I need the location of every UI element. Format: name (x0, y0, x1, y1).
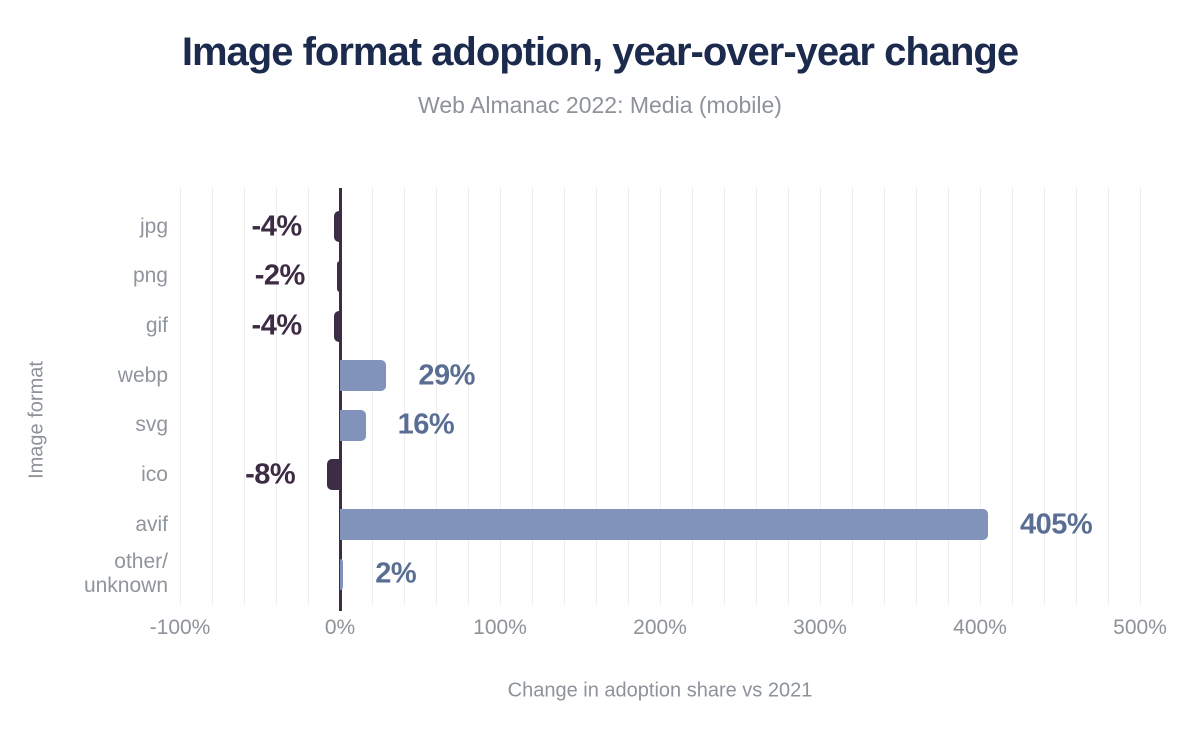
bar-value-label: -4% (251, 210, 303, 243)
gridline (468, 188, 469, 605)
bar-value-label: 29% (418, 359, 475, 392)
gridline (1108, 188, 1109, 605)
gridline (724, 188, 725, 605)
x-tick-label: 500% (1113, 616, 1167, 639)
x-axis-title: Change in adoption share vs 2021 (507, 679, 813, 702)
x-tick-label: 200% (633, 616, 687, 639)
gridline (436, 188, 437, 605)
gridline (980, 188, 981, 605)
y-category-label: ico (141, 462, 168, 486)
y-axis-labels: jpg png gif webp svg ico avif other/ unknown (0, 188, 168, 605)
gridline (1012, 188, 1013, 605)
chart-subtitle: Web Almanac 2022: Media (mobile) (418, 92, 782, 118)
bar-avif (340, 509, 988, 541)
y-axis-title: Image format (25, 361, 48, 479)
gridline (692, 188, 693, 605)
chart-title: Image format adoption, year-over-year ch… (181, 30, 1019, 74)
gridline (308, 188, 309, 605)
gridline (532, 188, 533, 605)
bar-value-label: 16% (397, 408, 455, 441)
gridline (660, 188, 661, 605)
x-tick-label: 100% (473, 616, 527, 639)
gridline (852, 188, 853, 605)
gridline (276, 188, 277, 605)
gridline (788, 188, 789, 605)
bar-jpg (333, 211, 340, 243)
gridline (372, 188, 373, 605)
bar-value-label: -8% (245, 458, 296, 491)
gridline (1044, 188, 1045, 605)
gridline (500, 188, 501, 605)
y-category-label: png (132, 264, 168, 288)
y-category-label: webp (117, 363, 168, 387)
gridline (820, 188, 821, 605)
bar-other-unknown (340, 558, 344, 590)
gridline (244, 188, 245, 605)
bar-ico (327, 459, 340, 491)
gridline (628, 188, 629, 605)
gridline (916, 188, 917, 605)
bar-value-label: 405% (1020, 508, 1093, 541)
gridline (948, 188, 949, 605)
x-tick-label: 0% (324, 616, 356, 639)
gridline (756, 188, 757, 605)
bar-gif (333, 310, 340, 342)
bar-value-label: -2% (254, 259, 306, 292)
gridline (180, 188, 181, 605)
zero-axis-line (338, 188, 342, 611)
x-tick-label: -100% (149, 616, 211, 639)
gridline (564, 188, 565, 605)
bar-png (336, 260, 340, 292)
bar-value-label: -4% (251, 309, 303, 342)
gridline (884, 188, 885, 605)
y-category-label: other/ unknown (83, 550, 168, 598)
x-tick-label: 400% (953, 616, 1007, 639)
y-category-label: gif (145, 314, 168, 338)
bar-value-label: 2% (375, 557, 417, 590)
y-category-label: jpg (139, 214, 168, 238)
bar-webp (340, 360, 387, 392)
gridline (404, 188, 405, 605)
y-category-label: svg (135, 413, 168, 437)
x-axis-ticks: -100% 0% 100% 200% 300% 400% 500% (0, 616, 1200, 642)
plot-area: -4% -2% -4% 29% 16% -8% 405% 2% (180, 188, 1141, 611)
gridline (212, 188, 213, 605)
y-category-label: avif (135, 512, 168, 536)
gridline (596, 188, 597, 605)
gridline (1140, 188, 1141, 605)
gridline (1076, 188, 1077, 605)
x-tick-label: 300% (793, 616, 847, 639)
bar-svg (340, 409, 366, 441)
